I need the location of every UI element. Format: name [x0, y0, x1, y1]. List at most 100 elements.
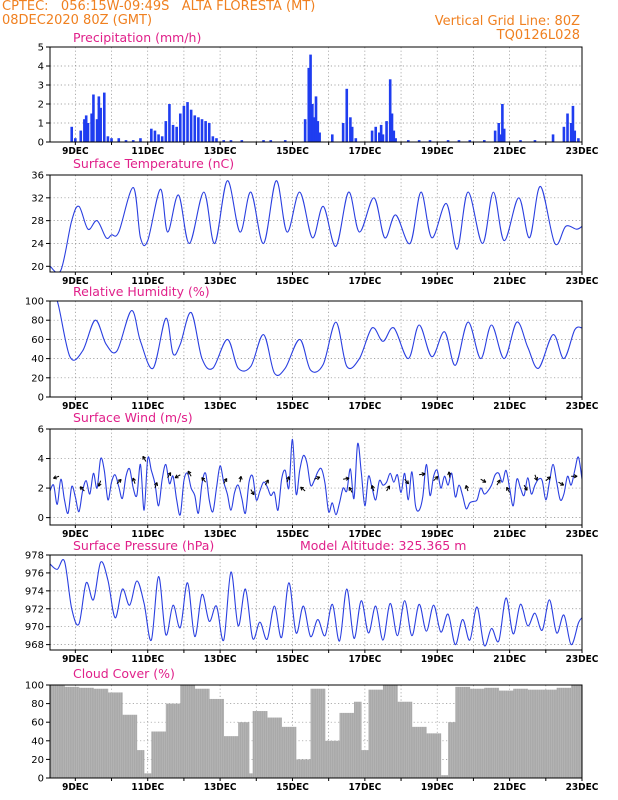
pres-frame [49, 554, 583, 651]
cloud-ytick-label: 40 [31, 736, 44, 747]
precip-ytick-label: 0 [38, 138, 44, 149]
cloud-bar [325, 740, 340, 778]
pres-xtick-label: 11DEC [131, 654, 164, 665]
precip-bar [551, 134, 555, 142]
cloud-bar [354, 701, 362, 778]
wind-arrow [238, 475, 243, 483]
temp-ytick-label: 24 [31, 239, 44, 250]
wind-arrow [286, 476, 291, 483]
precip-bar [189, 109, 193, 142]
wind-arrow [314, 476, 321, 481]
rh-ytick-label: 100 [25, 297, 44, 308]
wind-arrow [348, 486, 353, 493]
rh-xtick-label: 9DEC [62, 401, 89, 412]
cloud-bar [484, 687, 500, 778]
precip-xtick-label: 23DEC [566, 146, 599, 157]
wind-arrow [174, 474, 181, 479]
wind-arrow [386, 485, 391, 492]
rh-ytick-label: 60 [31, 335, 44, 346]
temp-xtick-label: 11DEC [131, 276, 164, 287]
rh-xtick-label: 11DEC [131, 401, 164, 412]
precip-xtick-label: 21DEC [493, 146, 526, 157]
header-model-code: TQ0126L028 [496, 28, 580, 43]
precip-bar [92, 94, 95, 142]
precip-ytick-label: 4 [38, 62, 44, 73]
pres-line [50, 559, 582, 647]
precip-bar [502, 128, 506, 142]
wind-arrow [404, 478, 410, 485]
cloud-bar [194, 688, 210, 778]
precip-bar [390, 113, 394, 142]
pres-xtick-label: 23DEC [566, 654, 599, 665]
precip-xtick-label: 15DEC [276, 146, 309, 157]
wind-arrow [167, 472, 172, 478]
rh-ytick-label: 20 [31, 373, 44, 384]
precip-xtick-label: 19DEC [421, 146, 454, 157]
precip-bar [90, 113, 93, 142]
cloud-xtick-label: 17DEC [348, 782, 381, 793]
wind-arrow [464, 485, 469, 492]
precip-xtick-label: 9DEC [62, 146, 89, 157]
precip-bar [84, 115, 88, 142]
wind-arrow [447, 471, 452, 478]
pres-ytick-label: 978 [25, 551, 44, 562]
precip-bar [457, 140, 461, 142]
precip-bar [499, 134, 502, 142]
cloud-bar [209, 698, 225, 778]
pres-xtick-label: 15DEC [276, 654, 309, 665]
wind-xtick-label: 19DEC [421, 529, 454, 540]
temp-xtick-label: 9DEC [62, 276, 89, 287]
cloud-bar [382, 685, 398, 778]
precip-bar [215, 138, 218, 142]
wind-arrow [154, 482, 159, 489]
precip-bar [229, 140, 233, 142]
temp-ytick-label: 36 [31, 171, 44, 182]
precip-bar [175, 126, 178, 142]
cloud-bar [310, 688, 326, 778]
precip-bar [385, 121, 388, 142]
cloud-bar [571, 685, 582, 778]
temp-line [50, 180, 582, 272]
precip-bar [428, 140, 432, 142]
precip-bar [150, 128, 153, 142]
wind-arrow [558, 481, 565, 486]
precip-xtick-label: 17DEC [348, 146, 381, 157]
rh-ytick-label: 0 [38, 393, 44, 404]
precip-bar [178, 113, 182, 142]
precip-bar [571, 105, 575, 142]
temp-xtick-label: 23DEC [566, 276, 599, 287]
precip-bar [312, 117, 316, 142]
cloud-bar [144, 773, 152, 778]
cloud-panel: 0 20 40 60 80 100 9DEC 11DEC 13DEC 15DEC 17DEC 19DE… [25, 666, 599, 793]
temp-xtick-label: 19DEC [421, 276, 454, 287]
precip-bar [370, 130, 374, 142]
precip-bar [164, 121, 168, 142]
precip-bar [577, 138, 580, 142]
wind-arrow [79, 486, 85, 492]
cloud-ytick-label: 100 [25, 681, 44, 692]
precip-bar [171, 124, 175, 142]
precip-frame [49, 46, 583, 143]
precip-bar [311, 104, 314, 142]
cloud-xtick-label: 23DEC [566, 782, 599, 793]
cloud-ytick-label: 0 [38, 774, 44, 785]
precip-bar [117, 138, 121, 142]
precip-bar [307, 67, 311, 142]
wind-ytick-label: 2 [38, 484, 44, 495]
precip-marks [70, 54, 580, 142]
cloud-bar [498, 690, 514, 778]
precip-bar [341, 123, 345, 142]
precip-bar [211, 136, 215, 142]
temp-xtick-label: 13DEC [204, 276, 237, 287]
cloud-bar [455, 686, 471, 778]
precip-bar [197, 117, 200, 142]
precip-bar [168, 104, 171, 142]
cloud-xtick-label: 11DEC [131, 782, 164, 793]
precip-bar [131, 140, 135, 142]
cloud-bar [238, 722, 250, 778]
rh-xtick-label: 13DEC [204, 401, 237, 412]
wind-xtick-label: 21DEC [493, 529, 526, 540]
cloud-bar [151, 731, 167, 778]
precip-bar [330, 134, 334, 142]
precip-bar [160, 136, 164, 142]
